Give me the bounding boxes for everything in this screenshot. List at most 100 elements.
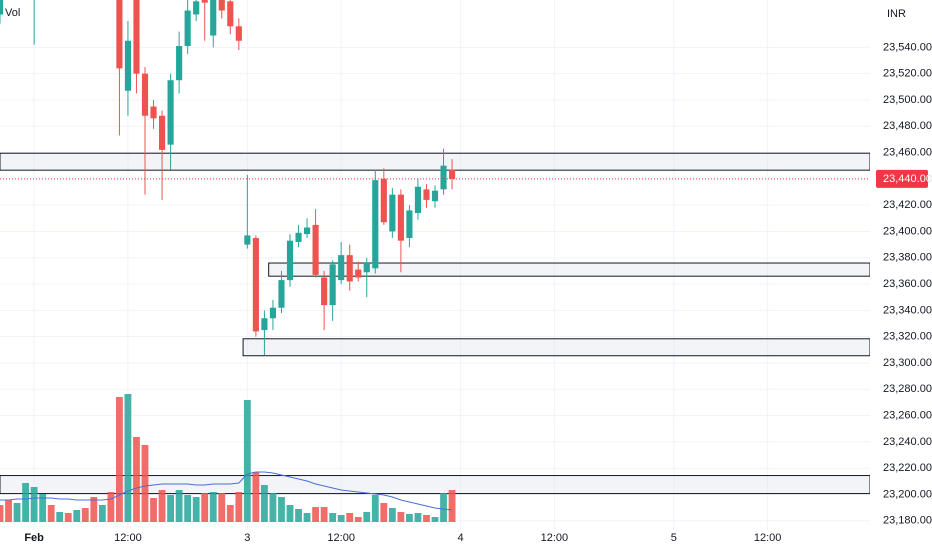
candle-body — [133, 0, 140, 74]
volume-bar — [329, 513, 337, 522]
x-tick-label: 4 — [458, 532, 464, 544]
candles — [0, 0, 456, 356]
volume-bar — [218, 493, 226, 522]
volume-bar — [303, 513, 311, 522]
volume-bar — [269, 493, 277, 522]
volume-bar — [337, 515, 345, 522]
volume-bar — [47, 505, 55, 522]
candle-body — [286, 240, 294, 281]
candle-body — [380, 178, 387, 223]
candle-body — [363, 263, 370, 273]
y-tick-label: 23,180.00 — [883, 515, 932, 527]
candle-body — [448, 169, 456, 179]
candle-body — [303, 227, 311, 235]
volume-bar — [56, 512, 64, 522]
volume-bar — [124, 394, 132, 522]
y-tick-label: 23,340.00 — [883, 304, 932, 316]
volume-bar — [81, 508, 89, 522]
y-tick-label: 23,280.00 — [883, 383, 932, 395]
volume-bar — [286, 505, 294, 522]
volume-bar — [5, 500, 12, 522]
volume-bar — [167, 495, 174, 522]
volume-bar — [209, 492, 217, 522]
candle-body — [116, 0, 123, 69]
volume-bar — [320, 507, 328, 522]
volume-bar — [22, 483, 29, 522]
volume-bar — [406, 514, 413, 522]
volume-bar — [175, 490, 183, 522]
volume-bar — [158, 490, 166, 522]
candle-body — [372, 180, 379, 269]
candle-body — [184, 10, 191, 47]
volume-bar — [278, 497, 285, 522]
zone — [0, 475, 870, 495]
x-tick-label: Feb — [24, 532, 44, 544]
candle-body — [338, 255, 345, 281]
y-tick-label: 23,360.00 — [883, 278, 932, 290]
volume-bar — [431, 517, 439, 522]
zone — [0, 152, 870, 171]
volume-bar — [440, 493, 447, 522]
y-tick-label: 23,500.00 — [883, 94, 932, 106]
volume-bar — [243, 400, 251, 522]
candle-body — [176, 46, 183, 81]
candle-body — [218, 0, 225, 11]
candle-body — [227, 1, 234, 27]
volume-label: Vol — [5, 7, 20, 19]
volume-bar — [226, 505, 234, 522]
y-tick-label: 23,380.00 — [883, 252, 932, 264]
zone — [242, 338, 870, 357]
x-tick-label: 3 — [244, 532, 250, 544]
volume-bar — [371, 495, 379, 522]
volume-bar — [414, 513, 422, 522]
volume-bar — [252, 472, 260, 522]
candle-body — [431, 190, 439, 202]
zone — [268, 262, 870, 277]
candle-body — [321, 277, 328, 306]
candle-body — [150, 106, 157, 119]
volume-bar — [116, 397, 123, 522]
candle-body — [346, 255, 353, 282]
volume-bar — [133, 437, 140, 522]
volume-bar — [346, 513, 354, 522]
candle-body — [252, 238, 259, 332]
volume-ma-line — [0, 471, 453, 511]
volume-bar — [150, 498, 157, 522]
candle-body — [244, 235, 251, 245]
x-tick-label: 12:00 — [327, 532, 355, 544]
volume-bar — [363, 512, 371, 522]
y-tick-label: 23,460.00 — [883, 146, 932, 158]
volume-bar — [141, 445, 149, 522]
candle-body — [269, 307, 277, 319]
volume-bar — [0, 505, 4, 522]
volume-bar — [73, 510, 81, 522]
candle-body — [141, 73, 149, 116]
y-tick-label: 23,300.00 — [883, 357, 932, 369]
volume-bar — [312, 507, 319, 522]
zones — [0, 152, 870, 495]
x-tick-label: 12:00 — [754, 532, 782, 544]
y-tick-label: 23,260.00 — [883, 409, 932, 421]
x-tick-label: 12:00 — [541, 532, 569, 544]
candle-body — [235, 26, 242, 41]
y-tick-label: 23,520.00 — [883, 68, 932, 80]
volume-bar — [261, 485, 268, 522]
candle-body — [397, 194, 404, 241]
volume-bar — [235, 492, 243, 522]
volume-bar — [30, 487, 38, 522]
y-tick-label: 23,420.00 — [883, 199, 932, 211]
candle-body — [193, 1, 200, 15]
volume-bar — [423, 515, 430, 522]
candle-body — [0, 0, 4, 15]
y-tick-label: 23,480.00 — [883, 120, 932, 132]
x-tick-label: 12:00 — [114, 532, 142, 544]
volume-bar — [107, 492, 115, 522]
volume-bar — [295, 509, 302, 522]
current-price-box — [876, 169, 928, 188]
candle-body — [406, 210, 413, 239]
volume-pane — [0, 394, 456, 522]
x-tick-label: 5 — [671, 532, 677, 544]
volume-bar — [98, 505, 106, 522]
volume-bar — [354, 517, 362, 522]
